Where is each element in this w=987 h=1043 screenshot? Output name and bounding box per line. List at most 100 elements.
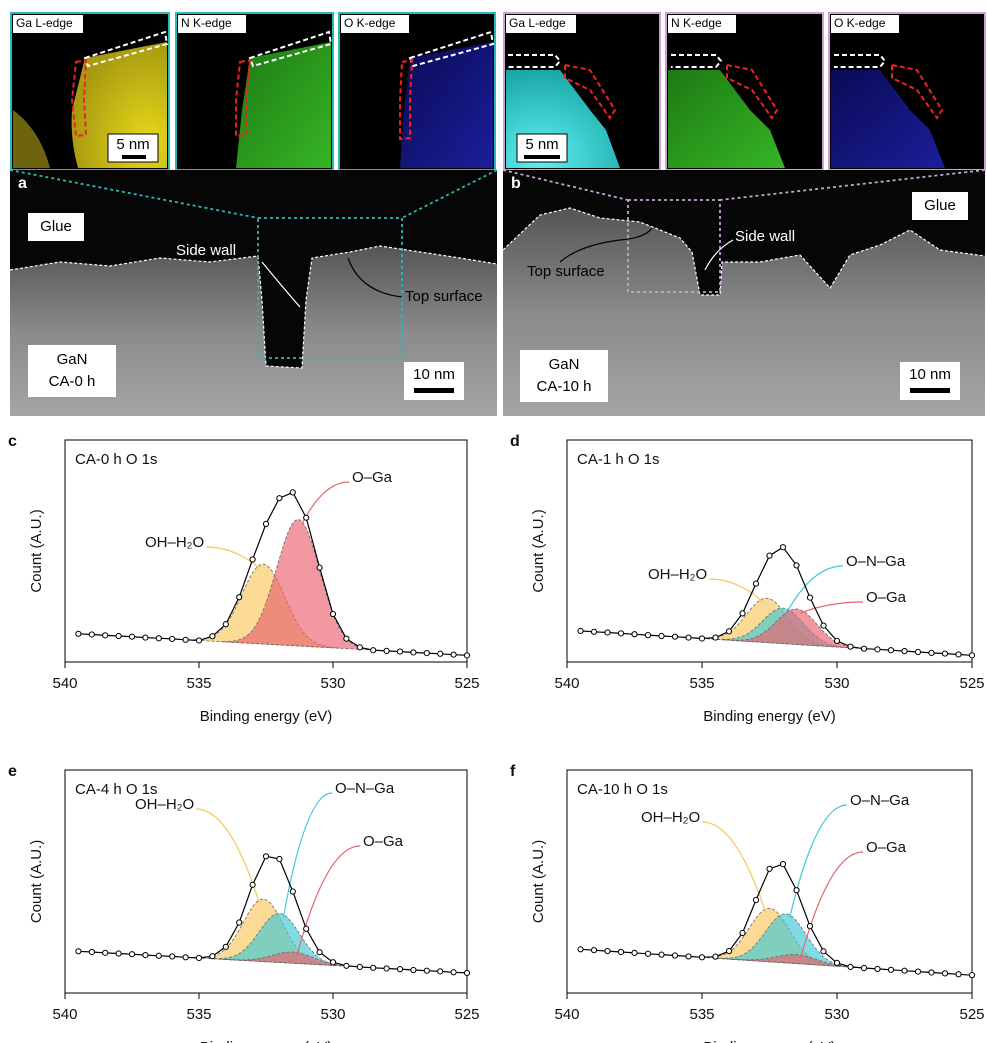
component-label: O–Ga bbox=[866, 589, 907, 606]
data-point bbox=[752, 580, 760, 587]
plot-frame bbox=[64, 769, 468, 994]
chart-title: CA-1 h O 1s bbox=[577, 451, 660, 468]
data-point bbox=[182, 636, 189, 643]
data-point bbox=[806, 923, 814, 930]
data-point bbox=[806, 594, 814, 601]
roi bbox=[235, 58, 252, 138]
roi bbox=[70, 58, 88, 138]
data-point bbox=[410, 966, 417, 974]
data-point bbox=[631, 949, 638, 956]
data-point bbox=[383, 965, 390, 972]
leader-line bbox=[789, 804, 848, 918]
data-point bbox=[698, 635, 706, 642]
panel-letter: b bbox=[511, 175, 521, 192]
y-axis-label: Count (A.U.) bbox=[28, 509, 45, 592]
scale-bar bbox=[910, 388, 950, 393]
y-axis-label: Count (A.U.) bbox=[530, 840, 547, 923]
data-point bbox=[860, 964, 868, 972]
fit-component bbox=[725, 954, 868, 969]
data-point bbox=[155, 952, 162, 959]
sample-label: GaN bbox=[549, 356, 580, 373]
data-point bbox=[249, 556, 256, 563]
chart-title: CA-4 h O 1s bbox=[75, 781, 158, 798]
x-axis-label: Binding energy (eV) bbox=[200, 708, 333, 725]
plot-frame bbox=[566, 769, 973, 994]
data-point bbox=[195, 954, 203, 962]
data-point bbox=[968, 972, 976, 979]
sample-label: GaN bbox=[57, 351, 88, 368]
data-point bbox=[887, 647, 895, 654]
data-point bbox=[739, 610, 746, 617]
data-point bbox=[289, 888, 296, 895]
data-point bbox=[437, 650, 444, 657]
data-point bbox=[874, 646, 881, 653]
roi bbox=[399, 58, 414, 141]
x-tick-label: 525 bbox=[454, 1006, 479, 1023]
data-point bbox=[222, 943, 229, 950]
map-signal bbox=[400, 42, 493, 168]
roi bbox=[891, 63, 944, 120]
map-label-box bbox=[506, 15, 576, 33]
data-point bbox=[779, 544, 787, 551]
data-point bbox=[303, 514, 310, 521]
data-point bbox=[590, 947, 598, 954]
data-point bbox=[698, 954, 706, 961]
data-point bbox=[901, 967, 908, 974]
leader-line bbox=[800, 601, 864, 614]
map-signal bbox=[236, 42, 331, 168]
data-point bbox=[115, 950, 122, 957]
data-point bbox=[658, 951, 665, 958]
data-point bbox=[631, 631, 638, 638]
panel-letter: a bbox=[18, 175, 27, 192]
data-point bbox=[262, 853, 270, 860]
map-label: N K-edge bbox=[671, 16, 722, 30]
data-point bbox=[617, 948, 625, 956]
data-point bbox=[142, 951, 149, 959]
data-point bbox=[88, 948, 95, 956]
zoom-line bbox=[502, 169, 986, 201]
side-wall-label: Side wall bbox=[176, 242, 236, 259]
x-tick-label: 530 bbox=[320, 675, 345, 692]
data-point bbox=[222, 621, 229, 628]
chart-title: CA-10 h O 1s bbox=[577, 781, 668, 798]
data-point bbox=[820, 622, 827, 629]
data-point bbox=[356, 644, 363, 651]
label-box bbox=[28, 345, 116, 397]
roi bbox=[564, 63, 617, 120]
data-point bbox=[941, 970, 949, 977]
roi bbox=[671, 54, 723, 68]
map-label-box bbox=[13, 15, 83, 33]
data-point bbox=[396, 966, 404, 973]
roi bbox=[248, 30, 333, 68]
x-tick-label: 525 bbox=[454, 675, 479, 692]
panel-letter: d bbox=[510, 433, 520, 450]
component-label: O–Ga bbox=[866, 839, 907, 856]
data-point bbox=[115, 632, 122, 640]
component-label: O–Ga bbox=[352, 469, 393, 486]
component-label: O–N–Ga bbox=[335, 780, 395, 797]
map-signal bbox=[13, 110, 50, 168]
leader bbox=[704, 239, 734, 271]
x-axis-label: Binding energy (eV) bbox=[703, 1039, 836, 1043]
component-label: OH–H₂O bbox=[648, 566, 707, 583]
data-point bbox=[370, 964, 377, 971]
x-tick-label: 530 bbox=[824, 675, 849, 692]
stem-image-b: b Glue Side wall Top surface GaN CA-10 h… bbox=[502, 169, 986, 416]
plot-frame bbox=[64, 439, 468, 663]
data-point bbox=[356, 963, 363, 971]
data-point bbox=[887, 966, 895, 973]
data-point bbox=[450, 969, 457, 976]
data-point bbox=[793, 562, 800, 569]
y-axis-label: Count (A.U.) bbox=[28, 840, 45, 923]
data-point bbox=[860, 645, 868, 652]
data-point bbox=[316, 949, 323, 956]
data-point bbox=[463, 969, 471, 977]
data-point bbox=[236, 594, 243, 601]
data-point bbox=[955, 651, 962, 658]
data-point bbox=[423, 650, 430, 657]
data-point bbox=[423, 967, 430, 974]
x-tick-label: 540 bbox=[52, 675, 77, 692]
data-point bbox=[195, 637, 203, 644]
component-label: OH–H₂O bbox=[641, 809, 700, 826]
